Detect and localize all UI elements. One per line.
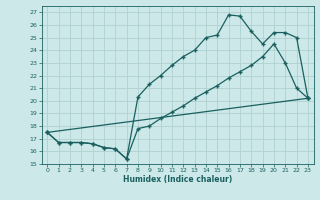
X-axis label: Humidex (Indice chaleur): Humidex (Indice chaleur) xyxy=(123,175,232,184)
